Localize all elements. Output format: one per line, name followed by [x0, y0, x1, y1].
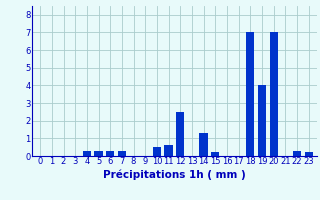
Bar [176, 112, 184, 156]
Bar [211, 152, 219, 156]
X-axis label: Précipitations 1h ( mm ): Précipitations 1h ( mm ) [103, 169, 246, 180]
Bar [199, 133, 208, 156]
Bar [258, 85, 266, 156]
Bar [269, 32, 278, 156]
Bar [118, 151, 126, 156]
Bar [246, 32, 254, 156]
Bar [153, 147, 161, 156]
Bar [305, 152, 313, 156]
Bar [293, 151, 301, 156]
Bar [94, 151, 103, 156]
Bar [106, 151, 114, 156]
Bar [83, 151, 91, 156]
Bar [164, 145, 173, 156]
